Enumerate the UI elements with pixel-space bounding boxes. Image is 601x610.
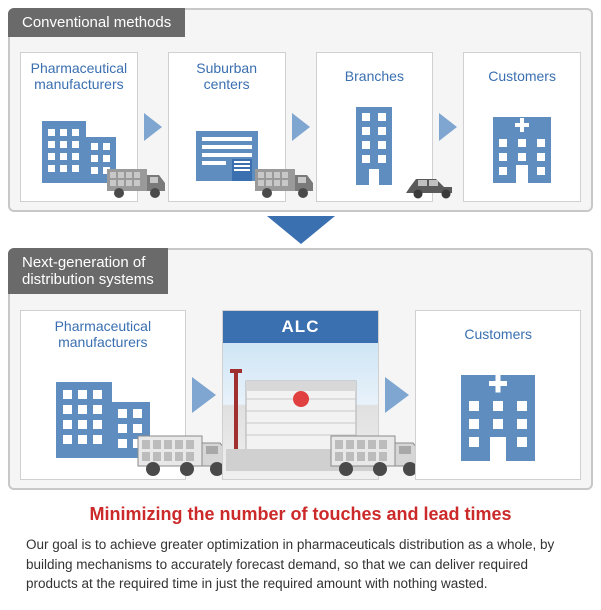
office-building-icon xyxy=(25,351,181,477)
tall-building-icon xyxy=(321,93,429,199)
node-branches: Branches xyxy=(316,52,434,202)
flow-next-gen: Pharmaceutical manufacturers xyxy=(20,310,581,480)
flow-arrow-icon xyxy=(142,52,164,202)
node-manufacturers-label: Pharmaceutical manufacturers xyxy=(31,59,128,93)
flow-arrow-icon xyxy=(290,52,312,202)
node-suburban-centers: Suburban centers xyxy=(168,52,286,202)
panel-next-gen-header: Next-generation of distribution systems xyxy=(8,248,168,294)
node-customers-label: Customers xyxy=(488,59,556,93)
flow-arrow-icon xyxy=(190,310,218,480)
flow-conventional: Pharmaceutical manufacturers xyxy=(20,52,581,202)
hospital-icon xyxy=(420,351,576,477)
node-customers: Customers xyxy=(463,52,581,202)
office-building-icon xyxy=(25,93,133,199)
alc-photo-icon xyxy=(223,343,379,479)
node-manufacturers-2-label: Pharmaceutical manufacturers xyxy=(55,317,152,351)
node-manufacturers-2: Pharmaceutical manufacturers xyxy=(20,310,186,480)
panel-conventional-header: Conventional methods xyxy=(8,8,185,37)
node-customers-2-label: Customers xyxy=(464,317,532,351)
node-branches-label: Branches xyxy=(345,59,404,93)
headline: Minimizing the number of touches and lea… xyxy=(18,504,583,525)
down-arrow-icon xyxy=(8,216,593,244)
node-manufacturers: Pharmaceutical manufacturers xyxy=(20,52,138,202)
flow-arrow-icon xyxy=(437,52,459,202)
node-customers-2: Customers xyxy=(415,310,581,480)
flow-arrow-icon xyxy=(383,310,411,480)
warehouse-icon xyxy=(173,93,281,199)
node-suburban-centers-label: Suburban centers xyxy=(196,59,257,93)
hospital-icon xyxy=(468,93,576,199)
panel-conventional: Conventional methods Pharmaceutical manu… xyxy=(8,8,593,212)
node-alc-label: ALC xyxy=(223,311,379,343)
panel-next-gen: Next-generation of distribution systems … xyxy=(8,248,593,490)
node-alc: ALC xyxy=(222,310,380,480)
body-text: Our goal is to achieve greater optimizat… xyxy=(26,535,575,594)
